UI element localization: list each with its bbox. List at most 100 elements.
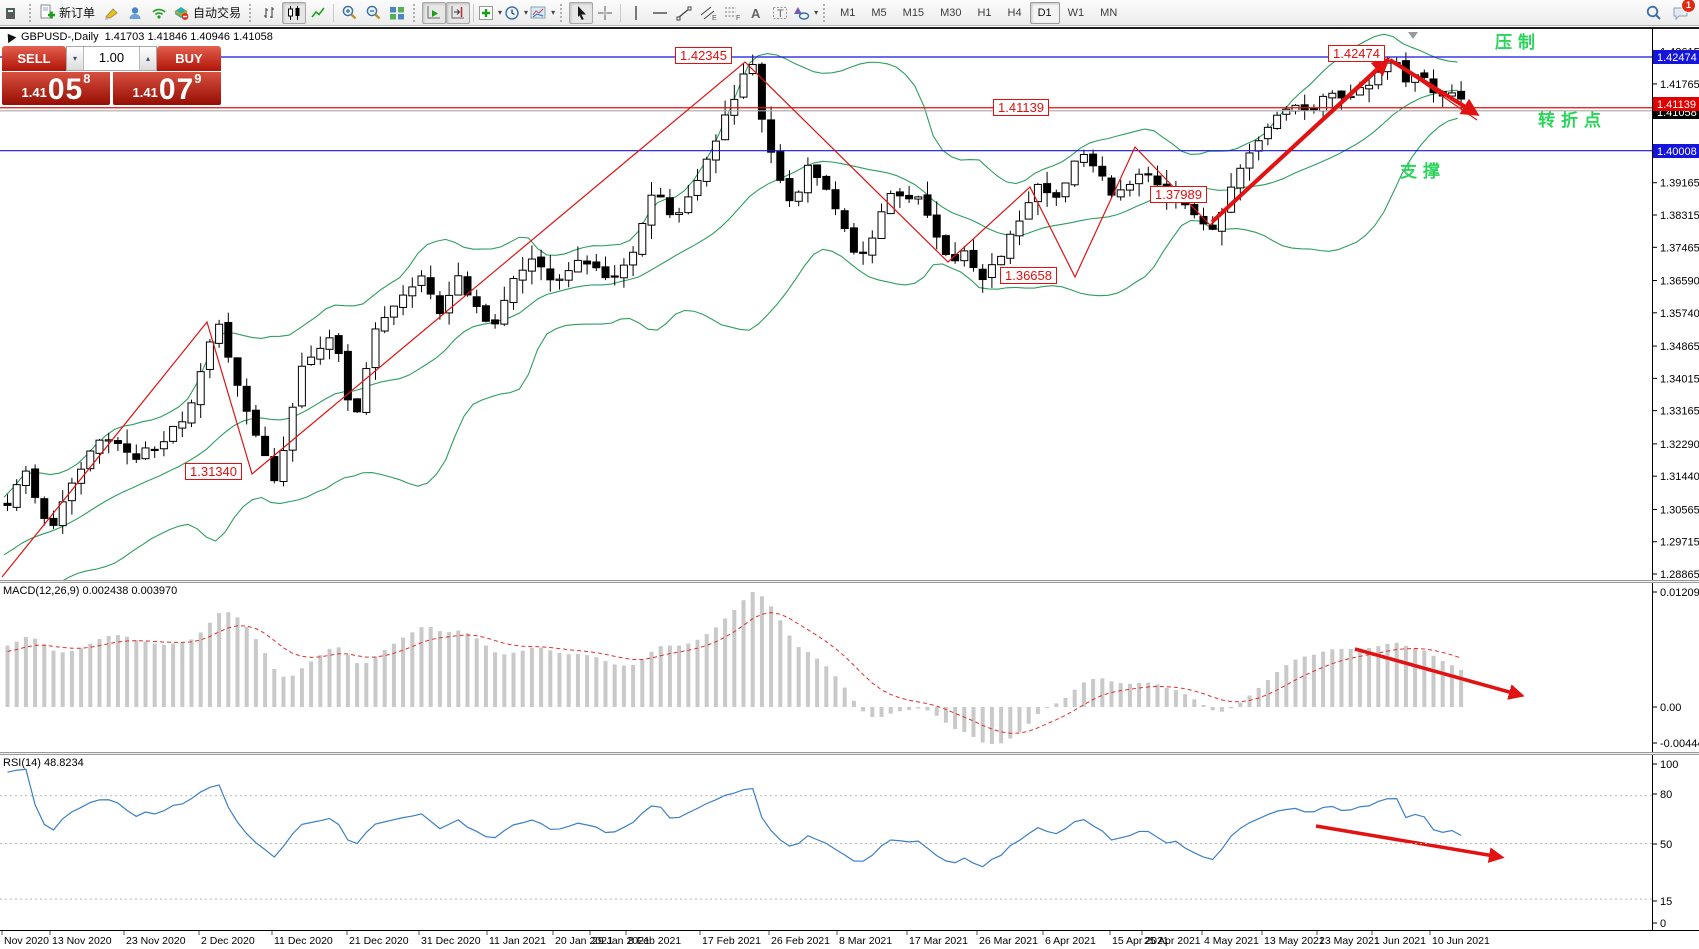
search-button[interactable] [1641, 2, 1665, 24]
zigzag-line[interactable] [1, 59, 1478, 578]
macd-bar [235, 617, 240, 707]
object-anchor-icon[interactable] [1408, 32, 1418, 39]
candle [923, 194, 932, 216]
crosshair-button[interactable] [593, 2, 617, 24]
periods-button[interactable]: ▾ [503, 2, 529, 24]
price-callout-label[interactable]: 1.37989 [1150, 186, 1207, 203]
shift-chart-button[interactable] [446, 1, 471, 24]
profile-button[interactable] [123, 2, 147, 24]
zoom-in-button[interactable] [337, 2, 361, 24]
notification-badge: 1 [1681, 0, 1696, 13]
candle [905, 194, 914, 200]
ohlc-values: 1.41703 1.41846 1.40946 1.41058 [104, 31, 273, 43]
toolbar-grip[interactable] [249, 3, 254, 22]
highlighter-button[interactable] [99, 2, 123, 24]
candle [141, 447, 150, 460]
text-button[interactable]: A [744, 2, 768, 24]
new-order-button[interactable]: 新订单 [38, 2, 99, 24]
autoscroll-button[interactable] [422, 1, 447, 24]
timeframe-M15[interactable]: M15 [902, 6, 925, 19]
macd-bar [125, 636, 130, 707]
macd-bar [428, 626, 433, 707]
autotrade-button[interactable]: 自动交易 [171, 2, 245, 24]
candle [1190, 203, 1199, 216]
buy-button[interactable]: BUY [157, 46, 221, 71]
trend-arrow[interactable] [1315, 824, 1505, 863]
timeframe-M30[interactable]: M30 [940, 6, 962, 19]
macd-bar [557, 652, 562, 707]
price-callout-label[interactable]: 1.42474 [1328, 45, 1385, 62]
date-tick-label: 8 Mar 2021 [839, 935, 892, 947]
price-chart[interactable]: 1.426151.417651.391651.383151.374651.365… [0, 28, 1699, 949]
svg-text:1.40008: 1.40008 [1657, 146, 1697, 158]
candle [693, 179, 702, 196]
macd-bar [1045, 707, 1050, 708]
timeframe-W1[interactable]: W1 [1067, 6, 1085, 19]
notifications-button[interactable]: 1 [1669, 0, 1696, 24]
trend-arrow[interactable] [1210, 57, 1390, 224]
macd-bar [971, 707, 976, 738]
price-tick: 1.32290 [1660, 439, 1699, 451]
timeframe-D1[interactable]: D1 [1029, 1, 1060, 24]
charts-window-button[interactable] [1, 2, 25, 24]
highlighter-icon [104, 7, 118, 20]
annotation-note[interactable]: 压制 [1495, 33, 1541, 52]
candle [675, 212, 684, 216]
text-label-button[interactable]: T [768, 2, 792, 24]
macd-bar [1219, 707, 1224, 712]
vline-button[interactable] [624, 2, 648, 24]
toolbar-grip[interactable] [560, 3, 565, 22]
hline-button[interactable] [648, 2, 672, 24]
cursor-button[interactable] [569, 1, 594, 24]
toolbar-separator [473, 3, 475, 22]
candle [1043, 183, 1052, 194]
signal-button[interactable] [147, 2, 171, 24]
toolbar-grip[interactable] [823, 3, 828, 22]
trendline-button[interactable] [672, 2, 696, 24]
timeframe-H1[interactable]: H1 [977, 6, 992, 19]
candle [380, 317, 389, 332]
volume-increase-button[interactable]: ▴ [139, 47, 156, 70]
annotation-note[interactable]: 转折点 [1538, 111, 1607, 130]
chevron-down-icon: ▾ [524, 8, 529, 17]
candle [49, 517, 58, 526]
price-callout-label[interactable]: 1.36658 [1000, 267, 1057, 284]
annotation-note[interactable]: 支撑 [1400, 162, 1446, 181]
candlestick-button[interactable] [282, 1, 307, 24]
zoom-out-button[interactable] [361, 2, 385, 24]
macd-bar [207, 622, 212, 707]
bar-chart-button[interactable] [258, 2, 282, 24]
shapes-button[interactable]: ▾ [792, 2, 819, 24]
volume-input[interactable]: 1.00 [98, 50, 125, 65]
macd-bar [88, 643, 93, 707]
tile-windows-button[interactable] [385, 2, 409, 24]
timeframe-H4[interactable]: H4 [1007, 6, 1022, 19]
templates-button[interactable]: ▾ [529, 2, 556, 24]
buy-price[interactable]: 1.41 07 9 [113, 72, 221, 105]
date-tick-label: 26 Mar 2021 [979, 935, 1038, 947]
candle [288, 406, 297, 451]
line-chart-button[interactable] [306, 2, 330, 24]
price-callout-label[interactable]: 1.31340 [185, 463, 242, 480]
candle [951, 254, 960, 262]
timeframe-M1[interactable]: M1 [840, 6, 856, 19]
fibonacci-button[interactable]: F [720, 2, 744, 24]
rsi-tick: 15 [1660, 896, 1672, 908]
timeframe-M5[interactable]: M5 [871, 6, 887, 19]
timeframe-MN[interactable]: MN [1100, 6, 1118, 19]
toolbar-grip[interactable] [413, 3, 418, 22]
price-callout-label[interactable]: 1.42345 [675, 47, 732, 64]
sell-price[interactable]: 1.41 05 8 [2, 72, 110, 105]
toolbar-grip[interactable] [29, 3, 34, 22]
macd-bar [759, 596, 764, 707]
trend-arrow[interactable] [1388, 58, 1480, 116]
macd-bar [1035, 707, 1040, 715]
macd-bar [1091, 678, 1096, 707]
volume-decrease-button[interactable]: ▾ [67, 47, 84, 70]
macd-bar [621, 665, 626, 707]
indicators-button[interactable]: ▾ [477, 2, 503, 24]
channel-button[interactable]: E [696, 2, 720, 24]
macd-label: MACD(12,26,9) 0.002438 0.003970 [3, 585, 178, 597]
sell-button[interactable]: SELL [2, 46, 66, 71]
price-callout-label[interactable]: 1.41139 [993, 99, 1050, 116]
